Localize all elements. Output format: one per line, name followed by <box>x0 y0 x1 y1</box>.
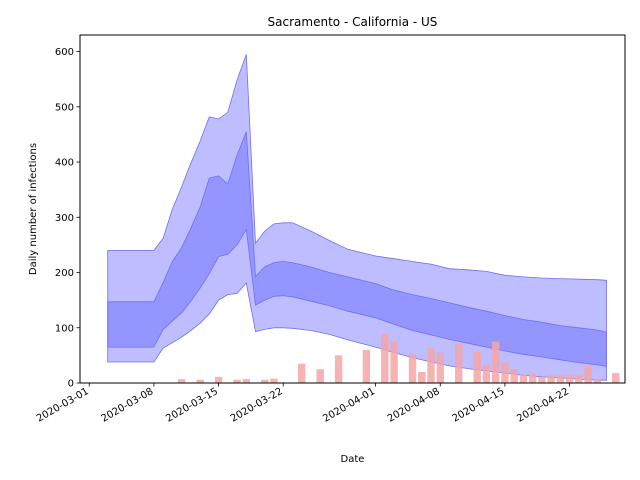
daily-bar <box>593 379 601 383</box>
y-tick-label: 400 <box>55 158 74 169</box>
daily-bar <box>242 379 250 383</box>
daily-bar <box>196 379 204 383</box>
daily-bar <box>261 379 269 383</box>
daily-bar <box>381 333 389 383</box>
daily-bar <box>316 369 324 383</box>
outer-confidence-band <box>107 54 607 381</box>
plot-frame <box>79 34 626 384</box>
y-tick-label: 600 <box>55 47 74 58</box>
daily-bar <box>492 341 500 383</box>
daily-bar <box>436 352 444 383</box>
daily-bar <box>575 374 583 383</box>
daily-bar <box>455 343 463 383</box>
chart-title: Sacramento - California - US <box>268 15 438 29</box>
daily-bar <box>510 369 518 383</box>
y-tick-label: 0 <box>68 379 74 390</box>
daily-bar <box>362 349 371 383</box>
daily-bar <box>538 376 546 383</box>
y-axis: 0 100 200 300 400 500 600 <box>55 47 80 390</box>
inner-confidence-band <box>107 131 607 367</box>
daily-bar <box>214 376 223 383</box>
y-tick-label: 200 <box>55 268 74 279</box>
daily-bar <box>390 341 398 383</box>
y-axis-label: Daily number of infections <box>28 143 39 275</box>
daily-bar <box>501 362 509 383</box>
x-axis-label: Date <box>341 454 365 465</box>
daily-bar <box>519 374 528 383</box>
daily-bar <box>427 348 435 383</box>
daily-bar <box>612 373 620 383</box>
daily-bar <box>270 378 278 383</box>
daily-bar <box>482 364 491 383</box>
daily-bar <box>528 373 537 383</box>
daily-bar <box>418 372 426 383</box>
y-tick-label: 300 <box>55 213 74 224</box>
bands-layer <box>107 54 607 381</box>
daily-bar <box>408 354 417 383</box>
daily-bar <box>473 352 481 383</box>
daily-bar <box>177 379 186 383</box>
daily-bar <box>298 363 306 383</box>
daily-bar <box>584 365 592 383</box>
daily-bar <box>565 374 574 383</box>
y-tick-label: 500 <box>55 102 74 113</box>
y-tick-label: 100 <box>55 323 74 334</box>
bars-layer <box>177 333 620 383</box>
daily-bar <box>233 379 241 383</box>
daily-bar <box>334 355 343 383</box>
daily-bar <box>556 375 564 383</box>
daily-bar <box>547 375 555 383</box>
